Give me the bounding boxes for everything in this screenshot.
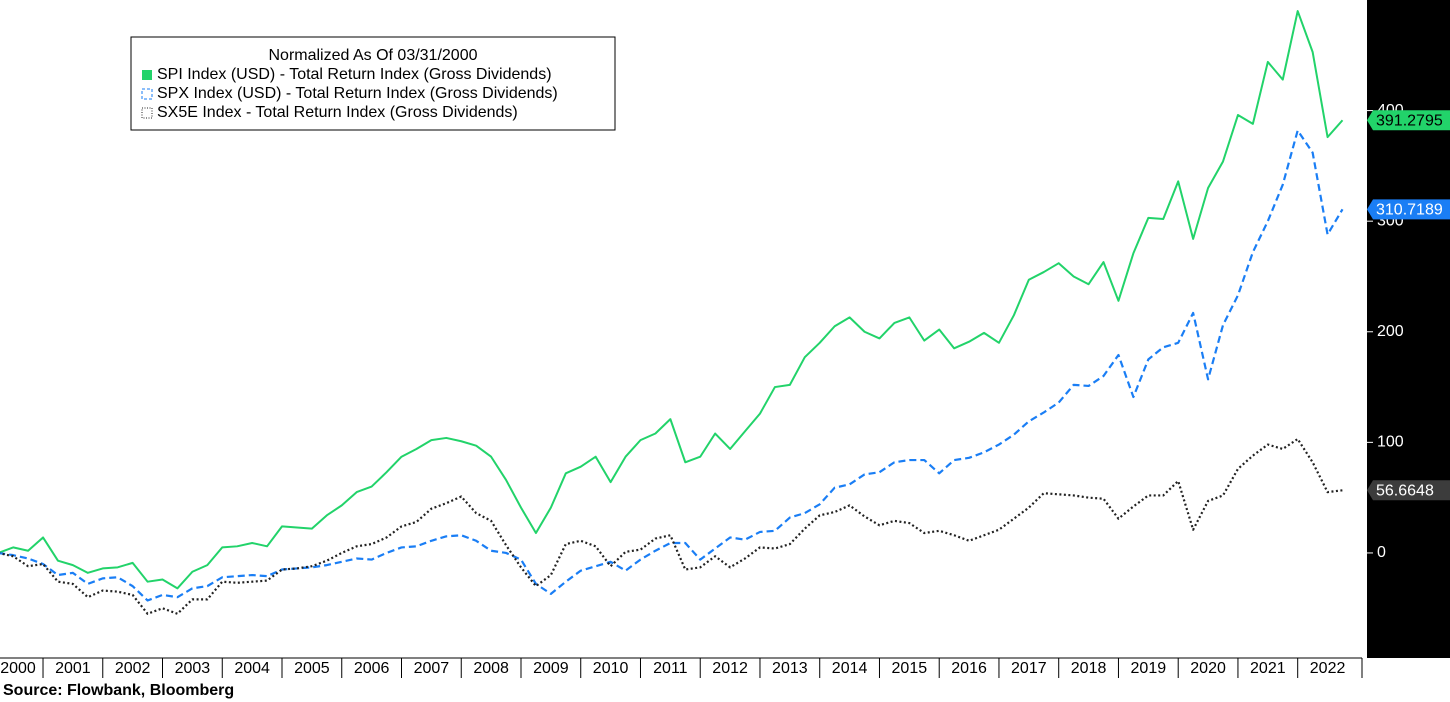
- x-tick-label: 2007: [414, 660, 450, 677]
- y-tick-label: 200: [1377, 323, 1404, 340]
- legend-box: [130, 36, 616, 131]
- plot-area: [0, 10, 1344, 615]
- last-value-label: 391.2795: [1376, 112, 1443, 129]
- legend-swatch: [142, 70, 152, 80]
- last-value-label: 56.6648: [1376, 482, 1434, 499]
- x-tick-label: 2010: [593, 660, 629, 677]
- x-tick-label: 2020: [1190, 660, 1226, 677]
- last-value-tag: [1367, 199, 1450, 220]
- axes: 2000 2001 2002 2003 2004 2005 2006 2007 2008 2009…: [0, 102, 1450, 678]
- series-line: [0, 129, 1344, 602]
- x-tick-label: 2008: [473, 660, 509, 677]
- x-tick-label: 2014: [832, 660, 868, 677]
- x-tick-label: 2012: [712, 660, 748, 677]
- x-tick-label: 2021: [1250, 660, 1286, 677]
- legend: Normalized As Of 03/31/2000 SPI Index (U…: [130, 36, 616, 131]
- x-tick-label: 2001: [55, 660, 91, 677]
- series-line: [0, 437, 1343, 615]
- y-tick-label: 100: [1377, 434, 1404, 451]
- x-tick-label: 2009: [533, 660, 569, 677]
- x-tick-label: 2011: [653, 660, 688, 677]
- x-tick-label: 2022: [1310, 660, 1346, 677]
- x-tick-label: 2005: [294, 660, 330, 677]
- last-value-label: 310.7189: [1376, 202, 1443, 219]
- legend-label: SPI Index (USD) - Total Return Index (Gr…: [157, 66, 552, 83]
- source-note: Source: Flowbank, Bloomberg: [3, 682, 234, 699]
- legend-label: SPX Index (USD) - Total Return Index (Gr…: [157, 85, 558, 102]
- legend-label: SX5E Index - Total Return Index (Gross D…: [157, 104, 518, 121]
- x-tick-label: 2019: [1131, 660, 1167, 677]
- x-tick-label: 2015: [892, 660, 928, 677]
- last-value-tag: [1367, 480, 1450, 501]
- x-tick-label: 2018: [1071, 660, 1107, 677]
- x-tick-label: 2013: [772, 660, 808, 677]
- x-tick-label: 2003: [175, 660, 211, 677]
- x-tick-label: 2000: [0, 660, 36, 677]
- x-tick-label: 2016: [951, 660, 987, 677]
- last-value-tag: [1367, 110, 1450, 131]
- series-line: [0, 10, 1344, 590]
- legend-swatch: [141, 88, 153, 100]
- x-tick-label: 2006: [354, 660, 390, 677]
- legend-swatch: [141, 107, 153, 119]
- x-tick-label: 2002: [115, 660, 151, 677]
- right-axis-panel: [1367, 0, 1450, 658]
- y-tick-label: 0: [1377, 544, 1386, 561]
- legend-title: Normalized As Of 03/31/2000: [268, 47, 477, 64]
- x-tick-label: 2004: [234, 660, 270, 677]
- x-tick-label: 2017: [1011, 660, 1047, 677]
